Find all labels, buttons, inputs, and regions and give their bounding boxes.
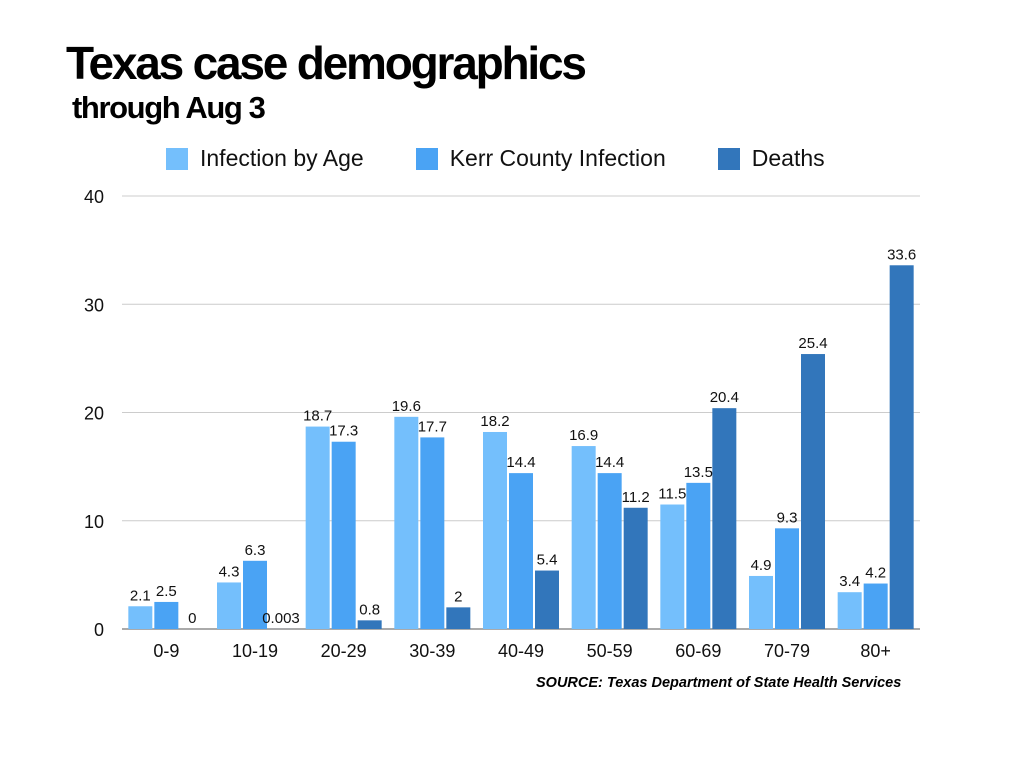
x-tick-label-30-39: 30-39 bbox=[409, 641, 455, 661]
source-note: SOURCE: Texas Department of State Health… bbox=[536, 675, 902, 691]
bar-deaths-40-49 bbox=[535, 570, 559, 629]
legend-item-kerr-county-infection: Kerr County Infection bbox=[415, 145, 666, 172]
data-label-infection-by-age-80: 3.4 bbox=[839, 573, 860, 590]
x-tick-label-40-49: 40-49 bbox=[498, 641, 544, 661]
data-label-kerr-county-infection-30-39: 17.7 bbox=[418, 418, 447, 435]
bar-infection-by-age-70-79 bbox=[749, 575, 773, 629]
data-label-deaths-80: 33.6 bbox=[887, 246, 916, 263]
x-tick-label-50-59: 50-59 bbox=[587, 641, 633, 661]
data-label-kerr-county-infection-50-59: 14.4 bbox=[595, 454, 624, 471]
bar-infection-by-age-10-19 bbox=[217, 582, 241, 629]
data-label-infection-by-age-0-9: 2.1 bbox=[130, 587, 151, 604]
bar-kerr-county-infection-60-69 bbox=[686, 482, 711, 629]
data-label-kerr-county-infection-60-69: 13.5 bbox=[684, 464, 713, 481]
x-tick-label-20-29: 20-29 bbox=[321, 641, 367, 661]
bar-kerr-county-infection-10-19 bbox=[243, 560, 267, 629]
data-label-deaths-50-59: 11.2 bbox=[622, 489, 650, 506]
chart-legend: Infection by Age Kerr County Infection D… bbox=[166, 145, 825, 172]
bar-infection-by-age-20-29 bbox=[305, 426, 330, 629]
data-label-deaths-60-69: 20.4 bbox=[710, 389, 739, 406]
x-tick-label-60-69: 60-69 bbox=[675, 641, 721, 661]
bar-kerr-county-infection-80 bbox=[863, 583, 888, 629]
legend-swatch-deaths bbox=[717, 147, 740, 170]
y-tick-label-10: 10 bbox=[84, 512, 104, 532]
legend-label-kerr-county-infection: Kerr County Infection bbox=[449, 145, 666, 171]
data-label-kerr-county-infection-40-49: 14.4 bbox=[506, 454, 535, 471]
data-label-kerr-county-infection-70-79: 9.3 bbox=[777, 509, 798, 526]
data-label-infection-by-age-40-49: 18.2 bbox=[480, 413, 509, 430]
data-label-deaths-0-9: 0 bbox=[188, 610, 196, 627]
bar-infection-by-age-40-49 bbox=[483, 431, 507, 629]
bar-infection-by-age-80 bbox=[837, 592, 862, 629]
bar-deaths-20-29 bbox=[357, 620, 382, 629]
data-label-infection-by-age-30-39: 19.6 bbox=[392, 398, 421, 415]
data-label-deaths-70-79: 25.4 bbox=[798, 335, 827, 352]
bar-kerr-county-infection-40-49 bbox=[509, 473, 533, 629]
data-label-infection-by-age-10-19: 4.3 bbox=[219, 563, 240, 580]
data-label-deaths-40-49: 5.4 bbox=[537, 552, 558, 569]
data-label-deaths-10-19: 0.003 bbox=[262, 610, 300, 627]
legend-item-deaths: Deaths bbox=[717, 145, 825, 172]
bar-infection-by-age-0-9 bbox=[128, 606, 153, 629]
x-tick-label-70-79: 70-79 bbox=[764, 641, 810, 661]
data-label-kerr-county-infection-10-19: 6.3 bbox=[245, 542, 266, 559]
legend-swatch-kerr-county-infection bbox=[415, 147, 438, 170]
bar-kerr-county-infection-0-9 bbox=[154, 601, 179, 629]
bar-deaths-80 bbox=[889, 265, 914, 629]
bar-deaths-60-69 bbox=[712, 408, 737, 629]
chart-subtitle: through Aug 3 bbox=[72, 90, 266, 125]
data-label-kerr-county-infection-80: 4.2 bbox=[865, 565, 886, 582]
bar-infection-by-age-60-69 bbox=[660, 504, 685, 629]
bar-kerr-county-infection-70-79 bbox=[775, 528, 799, 629]
y-tick-label-40: 40 bbox=[84, 187, 104, 207]
bar-kerr-county-infection-30-39 bbox=[420, 437, 445, 629]
data-label-infection-by-age-60-69: 11.5 bbox=[658, 486, 686, 503]
data-label-kerr-county-infection-20-29: 17.3 bbox=[329, 423, 358, 440]
y-tick-label-0: 0 bbox=[94, 620, 104, 640]
bar-kerr-county-infection-20-29 bbox=[331, 441, 356, 629]
bar-kerr-county-infection-50-59 bbox=[597, 473, 622, 629]
x-tick-label-0-9: 0-9 bbox=[153, 641, 179, 661]
legend-item-infection-by-age: Infection by Age bbox=[166, 145, 364, 172]
bar-infection-by-age-50-59 bbox=[571, 446, 596, 629]
bar-deaths-70-79 bbox=[801, 354, 825, 629]
legend-label-infection-by-age: Infection by Age bbox=[200, 145, 364, 171]
x-tick-label-80: 80+ bbox=[860, 641, 891, 661]
chart-title: Texas case demographics bbox=[66, 37, 587, 89]
data-label-kerr-county-infection-0-9: 2.5 bbox=[156, 583, 177, 600]
data-label-infection-by-age-70-79: 4.9 bbox=[751, 557, 772, 574]
y-tick-label-20: 20 bbox=[84, 404, 104, 424]
x-tick-label-10-19: 10-19 bbox=[232, 641, 278, 661]
bar-infection-by-age-30-39 bbox=[394, 416, 419, 629]
legend-swatch-infection-by-age bbox=[166, 147, 188, 170]
y-tick-label-30: 30 bbox=[84, 295, 104, 315]
data-label-infection-by-age-20-29: 18.7 bbox=[303, 408, 332, 425]
bar-deaths-50-59 bbox=[623, 507, 648, 629]
bar-deaths-30-39 bbox=[446, 607, 471, 629]
data-label-deaths-30-39: 2 bbox=[454, 588, 462, 605]
legend-label-deaths: Deaths bbox=[751, 145, 825, 171]
data-label-deaths-20-29: 0.8 bbox=[359, 601, 380, 618]
data-label-infection-by-age-50-59: 16.9 bbox=[569, 427, 598, 444]
